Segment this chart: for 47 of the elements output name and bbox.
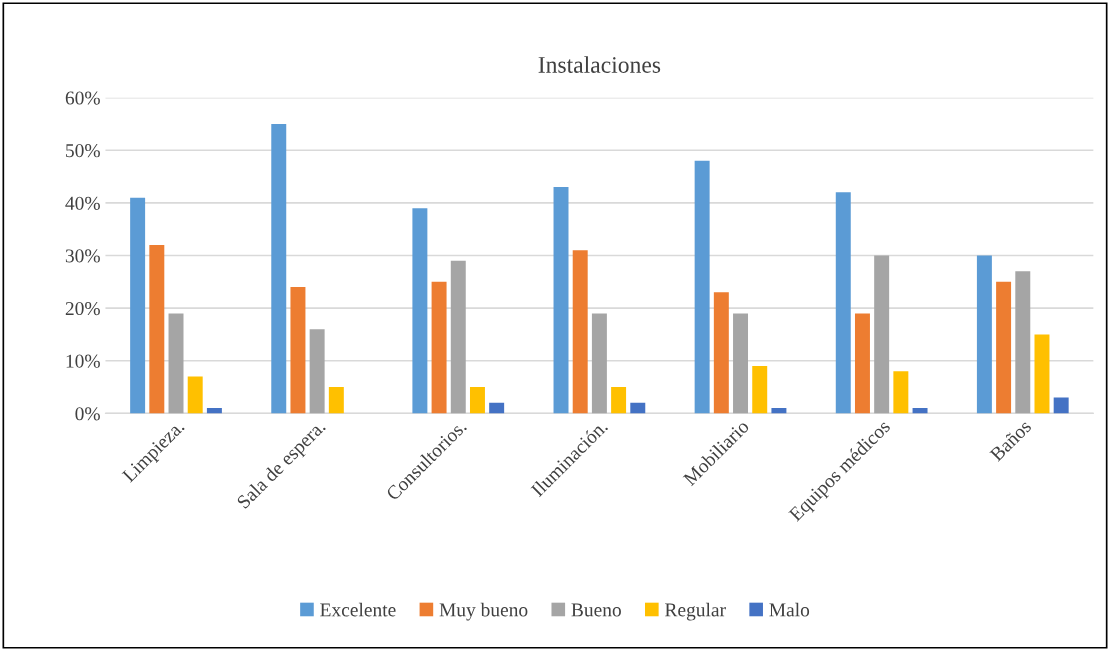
bar bbox=[591, 313, 607, 414]
bar bbox=[752, 366, 768, 414]
bar bbox=[130, 197, 146, 414]
legend-label: Malo bbox=[769, 602, 810, 617]
bar bbox=[553, 187, 569, 414]
bar bbox=[1034, 334, 1050, 414]
bar bbox=[996, 281, 1012, 414]
bar bbox=[450, 260, 466, 414]
bar bbox=[976, 255, 992, 414]
bar bbox=[489, 402, 505, 414]
bar bbox=[694, 160, 710, 414]
bar bbox=[835, 192, 851, 414]
bar bbox=[713, 292, 729, 414]
bar bbox=[290, 287, 306, 414]
y-tick-label: 60% bbox=[65, 91, 100, 105]
chart-title: Instalaciones bbox=[538, 56, 661, 73]
bar bbox=[1015, 271, 1031, 414]
y-tick-label: 50% bbox=[66, 144, 100, 158]
bar bbox=[912, 408, 928, 414]
bar bbox=[874, 255, 890, 414]
legend-label: Bueno bbox=[571, 603, 621, 617]
y-tick-label: 40% bbox=[65, 196, 100, 210]
bar bbox=[187, 376, 203, 414]
bar bbox=[412, 208, 428, 414]
bar bbox=[572, 250, 588, 414]
bar bbox=[271, 123, 287, 414]
bar bbox=[431, 281, 447, 414]
legend-label: Excelente bbox=[320, 602, 396, 617]
bar bbox=[854, 313, 870, 414]
y-tick-label: 30% bbox=[65, 249, 100, 263]
bar bbox=[469, 387, 485, 414]
bar bbox=[893, 371, 909, 414]
y-tick-label: 0% bbox=[75, 407, 100, 421]
bar bbox=[328, 387, 344, 414]
y-tick-label: 20% bbox=[65, 301, 100, 316]
bar bbox=[771, 408, 787, 414]
bar bbox=[206, 408, 222, 414]
legend-label: Regular bbox=[665, 602, 726, 621]
bar bbox=[309, 329, 325, 414]
y-tick-label: 10% bbox=[66, 354, 100, 368]
bar bbox=[1053, 397, 1069, 414]
bar bbox=[630, 402, 646, 414]
bar bbox=[149, 244, 165, 414]
bar bbox=[733, 313, 749, 414]
legend-label: Muy bueno bbox=[439, 602, 528, 621]
bar bbox=[168, 313, 184, 414]
bar bbox=[611, 387, 627, 414]
